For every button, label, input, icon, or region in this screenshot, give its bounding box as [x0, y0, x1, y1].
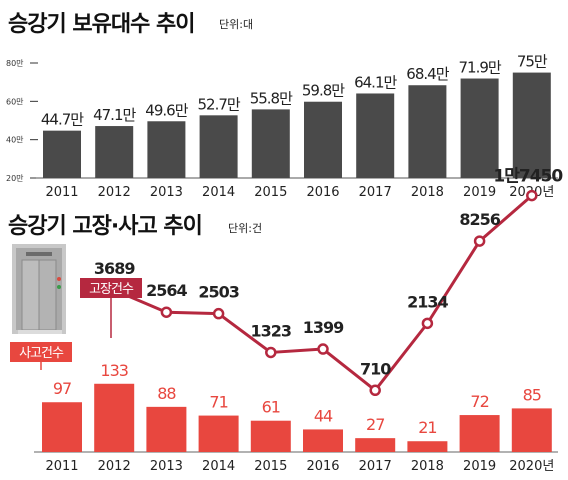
bar — [198, 415, 239, 452]
data-label: 72 — [470, 392, 488, 411]
legend-tag — [80, 278, 142, 298]
y-tick-label: 40만 — [6, 136, 24, 145]
data-label: 88 — [157, 384, 176, 403]
x-tick-label: 2017 — [359, 185, 392, 200]
line-point — [160, 306, 173, 318]
data-label: 97 — [53, 379, 71, 398]
y-tick-label: 60만 — [6, 97, 24, 106]
x-tick-label: 2012 — [98, 459, 131, 474]
bar — [147, 121, 186, 178]
x-tick-label: 2011 — [45, 185, 78, 200]
data-label: 75만 — [517, 53, 548, 71]
data-label: 85 — [523, 385, 541, 404]
line-label: 1399 — [303, 318, 344, 337]
bar — [460, 78, 499, 178]
x-tick-label: 2016 — [306, 459, 339, 474]
x-tick-label: 2016 — [306, 185, 339, 200]
data-label: 59.8만 — [302, 82, 345, 100]
x-tick-label: 2013 — [150, 185, 183, 200]
bar — [355, 438, 396, 452]
legend-label: 고장건수 — [89, 282, 134, 297]
x-tick-label: 2014 — [202, 459, 235, 474]
bar — [512, 72, 551, 178]
bar — [43, 130, 81, 178]
data-label: 47.1만 — [93, 106, 136, 124]
line-point — [265, 346, 277, 359]
data-label: 49.6만 — [145, 101, 188, 119]
legend-tag — [10, 342, 72, 362]
x-tick-label: 2018 — [411, 459, 444, 474]
line-point — [421, 317, 434, 330]
elevator-icon — [12, 244, 66, 334]
bar — [251, 109, 290, 178]
line-point — [369, 384, 381, 397]
line-label: 1만7450 — [493, 167, 563, 187]
line-point — [212, 307, 225, 320]
x-tick-label: 2019 — [463, 459, 496, 474]
x-tick-label: 2012 — [98, 185, 131, 200]
x-tick-label: 2020년 — [509, 459, 554, 474]
bar — [94, 383, 135, 452]
data-label: 55.8만 — [250, 89, 293, 107]
data-label: 64.1만 — [354, 73, 397, 91]
data-label: 52.7만 — [197, 95, 240, 113]
data-label: 44.7만 — [41, 111, 84, 129]
chart-1-unit: 단위:대 — [219, 18, 254, 31]
bar — [408, 85, 447, 178]
y-tick-label: 80만 — [6, 59, 24, 68]
x-tick-label: 2015 — [254, 459, 287, 474]
line-point — [317, 343, 329, 355]
data-label: 133 — [100, 361, 128, 380]
line-label: 1323 — [251, 321, 292, 340]
data-label: 68.4만 — [406, 65, 449, 83]
chart-2-title: 승강기 고장·사고 추이 — [8, 214, 203, 239]
y-tick-label: 20만 — [6, 174, 24, 183]
line-label: 2503 — [198, 283, 239, 302]
line-label: 2564 — [146, 281, 187, 300]
bar — [511, 408, 552, 452]
bar — [407, 441, 448, 452]
bar — [304, 101, 342, 178]
data-label: 44 — [314, 406, 333, 425]
x-tick-label: 2019 — [463, 185, 496, 200]
bar — [250, 420, 291, 452]
legend-label: 사고건수 — [19, 346, 64, 361]
x-tick-label: 2011 — [45, 459, 78, 474]
x-tick-label: 2018 — [411, 185, 444, 200]
line-label: 3689 — [94, 259, 135, 278]
bar — [42, 402, 82, 452]
bar — [95, 126, 134, 178]
line-label: 2134 — [407, 292, 448, 311]
data-label: 71.9만 — [458, 59, 501, 77]
line-point — [526, 189, 538, 202]
line-label: 710 — [360, 359, 391, 378]
chart-2-unit: 단위:건 — [228, 222, 263, 235]
chart-1-title: 승강기 보유대수 추이 — [8, 12, 195, 37]
data-label: 21 — [418, 418, 436, 437]
data-label: 27 — [366, 415, 384, 434]
line-point — [473, 235, 486, 247]
bar — [356, 93, 395, 178]
bar — [303, 429, 343, 452]
data-label: 61 — [262, 398, 280, 417]
data-label: 71 — [209, 393, 227, 412]
bar — [459, 415, 500, 452]
bar — [146, 406, 187, 452]
x-tick-label: 2013 — [150, 459, 183, 474]
bar — [199, 115, 238, 178]
x-tick-label: 2015 — [254, 185, 287, 200]
line-label: 8256 — [459, 210, 500, 229]
x-tick-label: 2014 — [202, 185, 235, 200]
x-tick-label: 2017 — [359, 459, 392, 474]
